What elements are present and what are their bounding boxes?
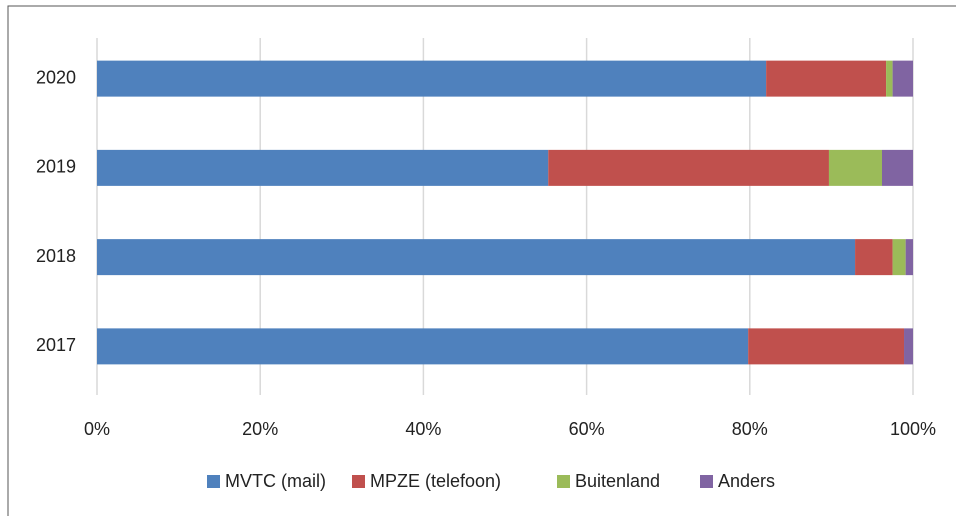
bar-segment — [892, 60, 913, 97]
y-tick-label: 2017 — [36, 335, 76, 355]
bar-segment — [97, 328, 749, 365]
bar-segment — [748, 328, 905, 365]
legend-label: MVTC (mail) — [225, 471, 326, 491]
x-tick-label: 20% — [242, 419, 278, 439]
bar-segment — [548, 149, 829, 186]
legend-label: Buitenland — [575, 471, 660, 491]
bar-segment — [97, 149, 549, 186]
bar-segment — [97, 60, 767, 97]
y-tick-label: 2018 — [36, 246, 76, 266]
bar-segment — [904, 328, 913, 365]
x-tick-label: 60% — [569, 419, 605, 439]
bar-segment — [892, 239, 906, 276]
x-tick-label: 0% — [84, 419, 110, 439]
y-tick-label: 2019 — [36, 157, 76, 177]
x-tick-label: 40% — [405, 419, 441, 439]
legend-swatch — [557, 475, 570, 488]
bar-segment — [766, 60, 887, 97]
bar-segment — [828, 149, 882, 186]
legend-label: Anders — [718, 471, 775, 491]
legend-swatch — [207, 475, 220, 488]
x-tick-label: 80% — [732, 419, 768, 439]
bars — [97, 60, 913, 365]
bar-segment — [97, 239, 856, 276]
bar-segment — [905, 239, 913, 276]
legend-swatch — [352, 475, 365, 488]
legend-label: MPZE (telefoon) — [370, 471, 501, 491]
legend-swatch — [700, 475, 713, 488]
x-tick-label: 100% — [890, 419, 936, 439]
bar-segment — [881, 149, 913, 186]
y-tick-label: 2020 — [36, 67, 76, 87]
bar-segment — [886, 60, 893, 97]
bar-segment — [855, 239, 893, 276]
chart-frame — [7, 5, 956, 516]
